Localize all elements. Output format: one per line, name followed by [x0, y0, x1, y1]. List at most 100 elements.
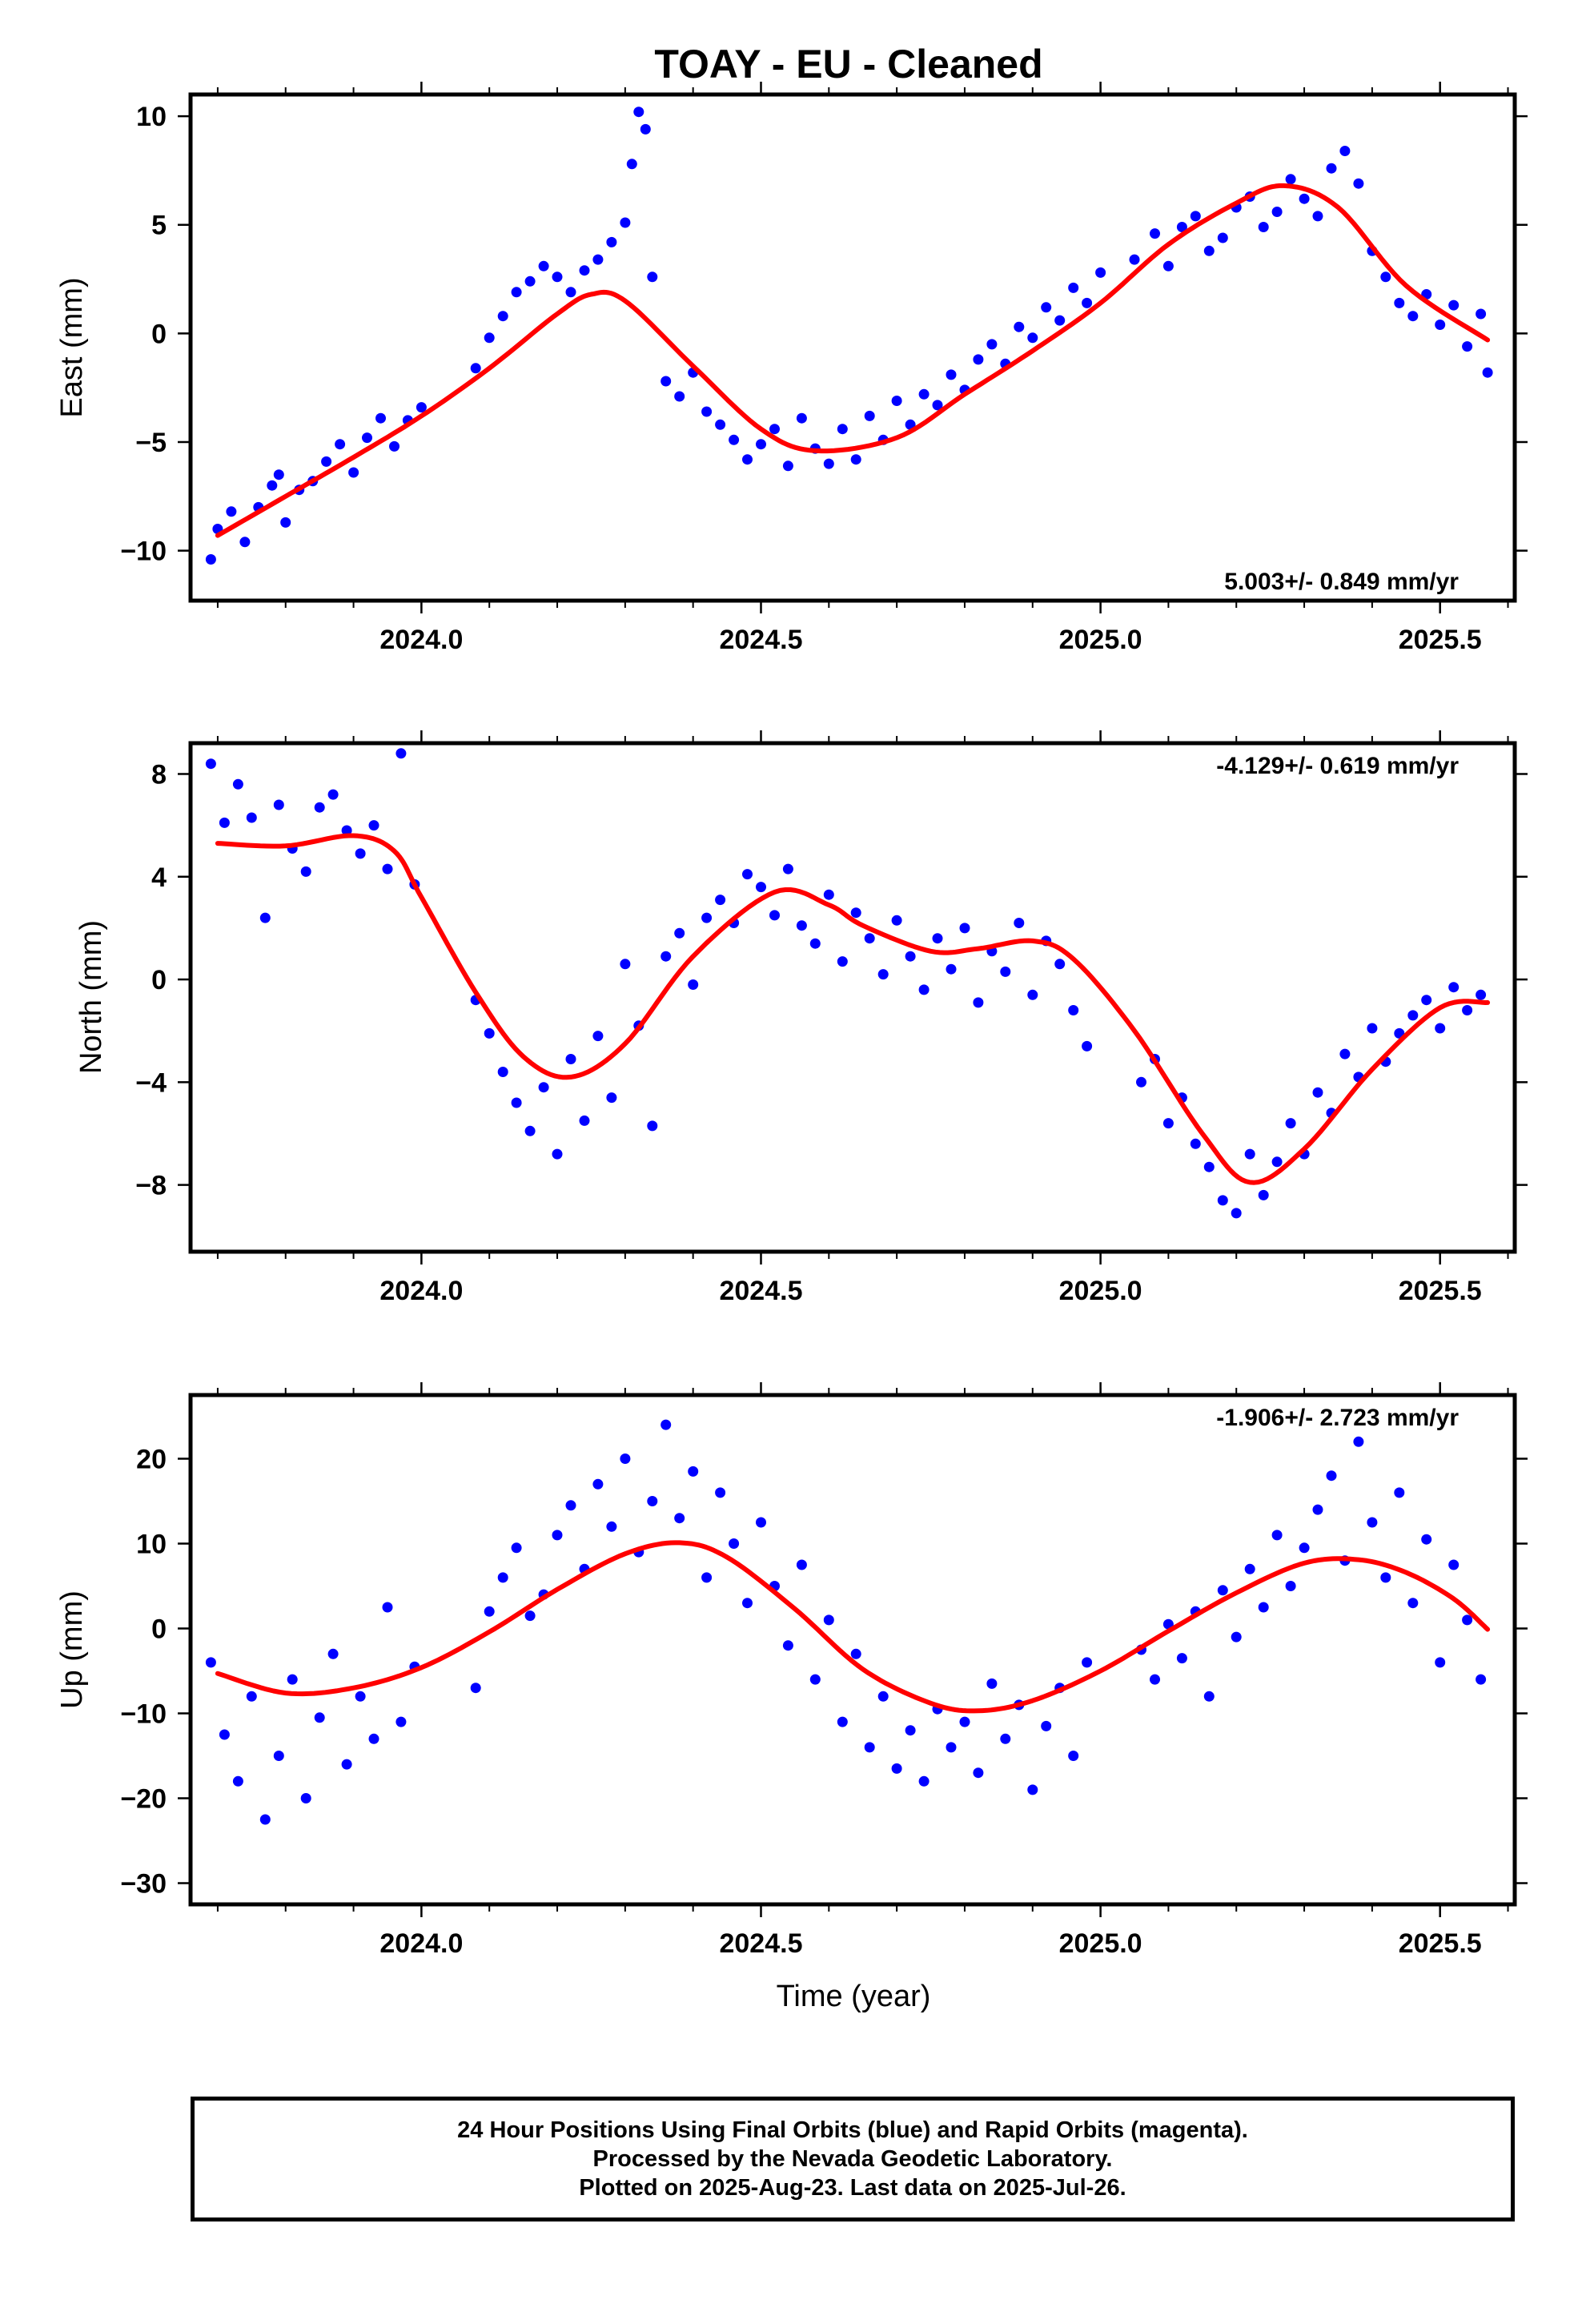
- east-data-point: [1312, 211, 1323, 222]
- up-plot-frame: [188, 1393, 1517, 1907]
- north-data-point: [552, 1148, 563, 1160]
- up-x-tick-label: 2024.5: [719, 1928, 802, 1959]
- up-rate-label: -1.906+/- 2.723 mm/yr: [1216, 1405, 1459, 1431]
- up-data-point: [1435, 1657, 1446, 1668]
- up-data-point: [552, 1530, 563, 1541]
- north-data-point: [1367, 1023, 1378, 1034]
- east-data-point: [701, 406, 713, 417]
- east-data-point: [1054, 315, 1066, 326]
- footer-note-box: 24 Hour Positions Using Final Orbits (bl…: [191, 2097, 1515, 2221]
- up-data-point: [1203, 1691, 1215, 1702]
- east-data-point: [986, 339, 998, 350]
- up-data-point: [1299, 1542, 1310, 1554]
- east-data-point: [1162, 260, 1174, 271]
- up-data-point: [287, 1674, 298, 1685]
- north-data-point: [1285, 1118, 1296, 1129]
- north-data-point: [538, 1082, 549, 1093]
- up-data-point: [273, 1751, 284, 1761]
- east-data-point: [362, 432, 372, 444]
- up-data-point: [219, 1729, 230, 1740]
- up-data-point: [1462, 1614, 1473, 1626]
- up-data-point: [809, 1674, 821, 1685]
- north-data-point: [864, 933, 875, 944]
- north-data-point: [946, 963, 957, 975]
- north-plot-frame: [188, 741, 1517, 1254]
- east-data-point: [756, 439, 766, 450]
- north-data-point: [1244, 1148, 1255, 1160]
- east-data-point: [864, 410, 875, 421]
- east-data-point: [1258, 222, 1269, 232]
- up-data-point: [1394, 1487, 1405, 1498]
- up-data-point: [891, 1763, 902, 1774]
- east-fit-curve: [215, 183, 1491, 538]
- east-data-point: [321, 456, 332, 467]
- east-data-point: [850, 454, 861, 465]
- up-panel: 2024.0 2024.5 2025.0 2025.5 20 10 0 −10 −20 −30 U…: [55, 1382, 1528, 1959]
- north-rate-label: -4.129+/- 0.619 mm/yr: [1216, 753, 1459, 779]
- up-data-point: [837, 1716, 848, 1727]
- north-data-point: [769, 910, 780, 921]
- north-data-point: [932, 933, 943, 944]
- east-data-point: [626, 159, 637, 170]
- north-data-point: [205, 758, 216, 770]
- up-data-point: [661, 1419, 672, 1430]
- north-y-tick-label: −4: [135, 1068, 167, 1098]
- up-y-tick-label: 0: [151, 1614, 167, 1645]
- east-data-point: [932, 400, 943, 411]
- up-data-point: [674, 1513, 685, 1524]
- north-data-point: [1082, 1040, 1093, 1051]
- north-data-point: [579, 1115, 590, 1126]
- up-data-point: [1176, 1653, 1187, 1664]
- north-data-point: [1407, 1010, 1419, 1021]
- north-data-point: [809, 938, 821, 949]
- east-data-point: [416, 402, 427, 413]
- east-data-point: [973, 354, 984, 365]
- up-data-point: [1258, 1602, 1269, 1613]
- east-rate-label: 5.003+/- 0.849 mm/yr: [1224, 569, 1459, 595]
- up-data-point: [1367, 1517, 1378, 1528]
- up-data-point: [729, 1538, 740, 1549]
- up-data-point: [1150, 1674, 1160, 1685]
- north-data-point: [959, 923, 970, 934]
- up-ticks: 2024.0 2024.5 2025.0 2025.5 20 10 0 −10 −20 −30: [120, 1382, 1528, 1959]
- up-data-point: [1326, 1470, 1337, 1482]
- up-data-point: [1353, 1436, 1364, 1447]
- north-data-point: [674, 927, 685, 939]
- up-x-tick-label: 2025.5: [1399, 1928, 1482, 1959]
- north-data-point: [592, 1031, 604, 1042]
- north-data-point: [524, 1125, 536, 1136]
- up-data-point: [246, 1691, 257, 1702]
- north-data-point: [497, 1067, 508, 1077]
- north-data-point: [837, 956, 848, 967]
- east-data-point: [1217, 232, 1228, 243]
- up-data-point: [1421, 1534, 1432, 1545]
- up-y-tick-label: 10: [136, 1530, 167, 1560]
- east-data-point: [661, 376, 672, 387]
- east-data-point: [239, 537, 251, 548]
- north-data-point: [259, 912, 271, 923]
- x-axis-label: Time (year): [777, 1980, 931, 2013]
- up-data-point: [524, 1610, 536, 1622]
- east-data-point: [470, 363, 481, 374]
- up-data-point: [688, 1466, 699, 1477]
- up-data-point: [606, 1521, 617, 1532]
- east-data-point: [1448, 300, 1460, 311]
- east-data-point: [511, 287, 522, 298]
- north-y-tick-label: −8: [135, 1171, 167, 1201]
- figure-title: TOAY - EU - Cleaned: [654, 42, 1042, 86]
- east-data-points: [205, 107, 1493, 565]
- east-data-point: [837, 424, 848, 435]
- up-data-point: [396, 1716, 407, 1727]
- north-y-tick-label: 8: [151, 759, 167, 790]
- east-data-point: [497, 311, 508, 322]
- up-data-point: [314, 1712, 325, 1723]
- east-data-point: [538, 260, 549, 271]
- east-data-point: [226, 506, 237, 517]
- up-data-point: [850, 1648, 861, 1659]
- north-x-tick-label: 2024.0: [379, 1276, 463, 1306]
- north-data-point: [1162, 1118, 1174, 1129]
- up-data-point: [620, 1454, 631, 1464]
- north-data-point: [368, 820, 379, 831]
- up-data-point: [877, 1691, 889, 1702]
